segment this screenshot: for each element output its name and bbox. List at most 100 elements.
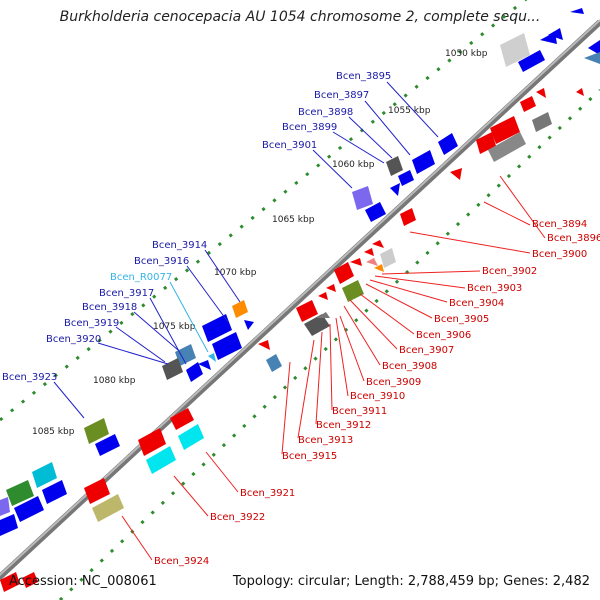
gene-arrow[interactable] bbox=[95, 434, 120, 456]
rna-gene[interactable] bbox=[208, 353, 216, 362]
gene-label[interactable]: Bcen_3922 bbox=[210, 512, 265, 523]
gene-arrow[interactable] bbox=[244, 320, 254, 330]
gene-arrow[interactable] bbox=[334, 262, 354, 284]
gene-label[interactable]: Bcen_3895 bbox=[336, 71, 391, 82]
gene-label[interactable]: Bcen_3903 bbox=[467, 283, 522, 294]
gene-arrow[interactable] bbox=[318, 292, 328, 300]
forward-genes bbox=[0, 8, 600, 536]
gene-label[interactable]: Bcen_3907 bbox=[399, 345, 454, 356]
gene-arrow[interactable] bbox=[42, 480, 67, 504]
gene-label[interactable]: Bcen_3899 bbox=[282, 122, 337, 133]
gene-label[interactable]: Bcen_3919 bbox=[64, 318, 119, 329]
gene-block[interactable] bbox=[32, 462, 57, 488]
gene-arrow[interactable] bbox=[170, 408, 194, 430]
gene-arrow[interactable] bbox=[548, 28, 563, 40]
gene-label[interactable]: Bcen_3901 bbox=[262, 140, 317, 151]
gene-arrow[interactable] bbox=[212, 332, 242, 360]
gene-label[interactable]: Bcen_3898 bbox=[298, 107, 353, 118]
gene-arrow[interactable] bbox=[576, 88, 584, 96]
gene-block[interactable] bbox=[488, 132, 526, 162]
gene-label[interactable]: Bcen_3916 bbox=[134, 256, 189, 267]
gene-arrow[interactable] bbox=[584, 52, 600, 64]
kbp-label: 1085 kbp bbox=[32, 427, 75, 437]
gene-arrow[interactable] bbox=[520, 96, 536, 112]
gene-block[interactable] bbox=[146, 446, 176, 474]
gene-arrow[interactable] bbox=[0, 572, 20, 592]
gene-label[interactable]: Bcen_3894 bbox=[532, 219, 587, 230]
gene-label[interactable]: Bcen_3905 bbox=[434, 314, 489, 325]
gene-arrow[interactable] bbox=[84, 478, 110, 504]
gene-block[interactable] bbox=[380, 248, 396, 268]
gene-block[interactable] bbox=[366, 258, 378, 266]
rna-leader bbox=[169, 281, 209, 353]
gene-block[interactable] bbox=[232, 300, 248, 318]
gene-label[interactable]: Bcen_3911 bbox=[332, 406, 387, 417]
gene-arrow[interactable] bbox=[258, 340, 270, 350]
gene-block[interactable] bbox=[0, 497, 10, 516]
gene-arrow[interactable] bbox=[22, 572, 38, 588]
gene-arrow[interactable] bbox=[398, 170, 414, 186]
gene-label[interactable]: Bcen_3924 bbox=[154, 556, 209, 567]
gene-label[interactable]: Bcen_3902 bbox=[482, 266, 537, 277]
gene-label[interactable]: Bcen_3914 bbox=[152, 240, 207, 251]
gene-block[interactable] bbox=[386, 156, 403, 176]
gene-arrow[interactable] bbox=[390, 183, 400, 196]
gene-label[interactable]: Bcen_3909 bbox=[366, 377, 421, 388]
gene-block[interactable] bbox=[175, 344, 196, 366]
gene-label[interactable]: Bcen_3917 bbox=[99, 288, 154, 299]
gene-block[interactable] bbox=[6, 480, 34, 506]
gene-block[interactable] bbox=[316, 312, 330, 318]
gene-block[interactable] bbox=[352, 186, 373, 210]
gene-block[interactable] bbox=[84, 418, 109, 444]
gene-arrow[interactable] bbox=[364, 248, 374, 256]
gene-label[interactable]: Bcen_R0077 bbox=[110, 272, 172, 283]
map-title: Burkholderia cenocepacia AU 1054 chromos… bbox=[59, 9, 541, 25]
gene-block[interactable] bbox=[92, 494, 124, 522]
gene-arrow[interactable] bbox=[198, 360, 211, 370]
gene-arrow[interactable] bbox=[412, 150, 435, 174]
gene-label[interactable]: Bcen_3904 bbox=[449, 298, 504, 309]
gene-arrow[interactable] bbox=[438, 133, 458, 155]
gene-block[interactable] bbox=[342, 280, 364, 302]
gene-arrow[interactable] bbox=[450, 168, 462, 180]
kbp-label: 1055 kbp bbox=[388, 106, 431, 116]
gene-arrow[interactable] bbox=[296, 300, 318, 322]
gene-label[interactable]: Bcen_3910 bbox=[350, 391, 405, 402]
gene-block[interactable] bbox=[304, 314, 330, 336]
gene-arrow[interactable] bbox=[400, 208, 416, 226]
gene-arrow[interactable] bbox=[202, 314, 232, 342]
gene-label[interactable]: Bcen_3923 bbox=[2, 372, 57, 383]
gene-label[interactable]: Bcen_3896 bbox=[547, 233, 600, 244]
gene-arrow[interactable] bbox=[570, 8, 584, 14]
gene-label[interactable]: Bcen_3908 bbox=[382, 361, 437, 372]
gene-arrow[interactable] bbox=[365, 202, 386, 222]
gene-label[interactable]: Bcen_3921 bbox=[240, 488, 295, 499]
gene-label[interactable]: Bcen_3915 bbox=[282, 451, 337, 462]
gene-arrow[interactable] bbox=[186, 362, 203, 382]
gene-label[interactable]: Bcen_3920 bbox=[46, 334, 101, 345]
gene-arrow[interactable] bbox=[518, 50, 545, 72]
gene-arrow[interactable] bbox=[372, 240, 384, 248]
gene-arrow[interactable] bbox=[588, 40, 600, 55]
gene-arrow[interactable] bbox=[350, 258, 362, 266]
gene-label[interactable]: Bcen_3912 bbox=[316, 420, 371, 431]
gene-arrow[interactable] bbox=[490, 116, 520, 144]
gene-arrow[interactable] bbox=[14, 496, 44, 522]
gene-block[interactable] bbox=[266, 354, 282, 372]
gene-block[interactable] bbox=[532, 112, 552, 132]
gene-label[interactable]: Bcen_3906 bbox=[416, 330, 471, 341]
gene-label[interactable]: Bcen_3900 bbox=[532, 249, 587, 260]
reverse-gene-labels: Bcen_3894 Bcen_3896 Bcen_3900 Bcen_3902 … bbox=[154, 219, 600, 567]
tick-track-inner bbox=[58, 88, 600, 600]
gene-label[interactable]: Bcen_3897 bbox=[314, 90, 369, 101]
gene-arrow[interactable] bbox=[536, 88, 546, 98]
gene-label[interactable]: Bcen_3913 bbox=[298, 435, 353, 446]
gene-block[interactable] bbox=[374, 264, 384, 272]
kbp-label: 1060 kbp bbox=[332, 160, 375, 170]
gene-arrow[interactable] bbox=[326, 284, 336, 292]
gene-block[interactable] bbox=[500, 33, 530, 67]
gene-arrow[interactable] bbox=[0, 514, 18, 536]
gene-block[interactable] bbox=[178, 424, 204, 450]
gene-label[interactable]: Bcen_3918 bbox=[82, 302, 137, 313]
gene-arrow[interactable] bbox=[138, 428, 166, 456]
